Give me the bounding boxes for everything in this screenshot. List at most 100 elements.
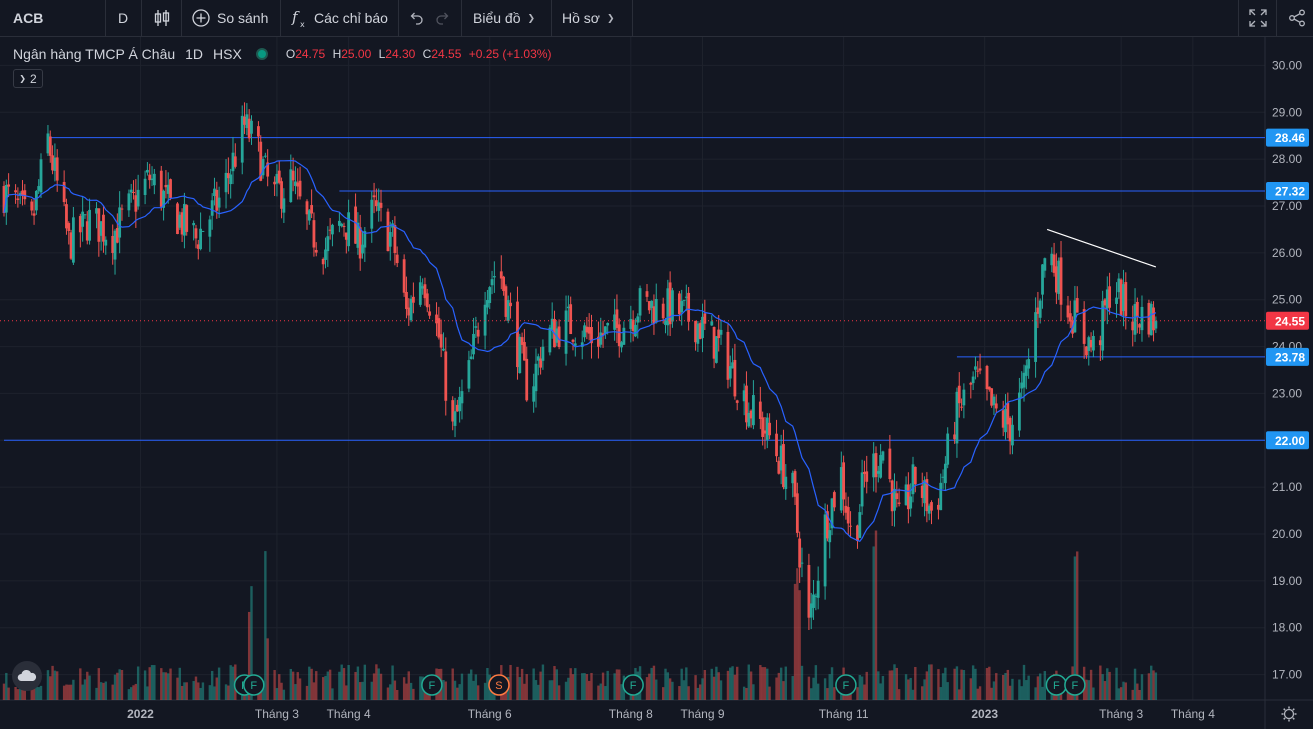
- candle-body: [261, 159, 265, 176]
- candle-body: [573, 343, 577, 346]
- candle-body: [920, 485, 924, 498]
- candle-body: [275, 173, 279, 184]
- candle-body: [444, 351, 448, 401]
- candle-body: [994, 403, 998, 409]
- candle-body: [492, 276, 496, 278]
- candle-body: [745, 385, 748, 423]
- volume-bar: [305, 685, 309, 700]
- symbol-search-button[interactable]: ACB: [13, 0, 43, 36]
- candle-body: [55, 157, 59, 181]
- candle-body: [208, 219, 212, 237]
- volume-bar: [278, 674, 281, 700]
- candle-body: [798, 538, 802, 568]
- volume-bar: [962, 669, 966, 700]
- volume-bar: [810, 688, 813, 700]
- volume-bar: [699, 684, 702, 700]
- chart-style-button[interactable]: [153, 0, 171, 36]
- candle-body: [2, 186, 6, 214]
- profile-menu-label: Hồ sơ: [562, 10, 600, 26]
- svg-text:f: f: [291, 8, 300, 26]
- candle-body: [102, 214, 105, 242]
- volume-bar: [914, 666, 917, 700]
- volume-bar: [890, 670, 894, 700]
- candle-body: [407, 307, 411, 316]
- candle-body: [32, 213, 36, 216]
- volume-bar: [923, 679, 926, 700]
- volume-bar: [197, 682, 200, 700]
- volume-bar: [83, 679, 87, 700]
- candle-body: [1108, 286, 1111, 308]
- candle-body: [374, 200, 378, 207]
- logo-icon[interactable]: [12, 661, 42, 691]
- candle-body: [985, 365, 989, 390]
- toolbar-separator: [398, 0, 399, 36]
- candle-body: [895, 493, 899, 500]
- candle-body: [331, 224, 334, 235]
- volume-bar: [768, 686, 771, 700]
- interval-button[interactable]: D: [118, 0, 128, 36]
- candle-body: [571, 339, 575, 342]
- volume-bar: [5, 672, 8, 700]
- volume-bar: [816, 683, 820, 700]
- candle-body: [897, 502, 901, 504]
- candle-body: [150, 178, 154, 181]
- price-axis-label-bg: [1266, 347, 1309, 366]
- candle-body: [280, 181, 283, 209]
- volume-bar: [701, 678, 704, 700]
- volume-bar: [946, 682, 949, 700]
- toolbar-separator: [141, 0, 142, 36]
- candle-body: [469, 356, 473, 360]
- volume-bar: [474, 674, 478, 700]
- candle-body: [532, 386, 536, 402]
- profile-menu-button[interactable]: Hồ sơ ❯: [562, 0, 615, 36]
- volume-bar: [312, 682, 316, 700]
- candle-body: [687, 292, 691, 322]
- volume-bar: [358, 682, 362, 700]
- candle-body: [615, 309, 619, 328]
- redo-button[interactable]: [435, 0, 451, 36]
- price-axis-label: 22.00: [1275, 434, 1305, 448]
- volume-bar: [379, 673, 383, 700]
- volume-bar: [574, 668, 577, 700]
- compare-button[interactable]: So sánh: [191, 0, 268, 36]
- volume-bar: [1008, 685, 1012, 700]
- undo-button[interactable]: [408, 0, 424, 36]
- volume-bar: [784, 666, 787, 700]
- volume-bar: [261, 681, 265, 700]
- candle-body: [749, 410, 753, 419]
- collapse-indicators-button[interactable]: ❯ 2: [13, 69, 43, 88]
- market-status-icon[interactable]: [255, 48, 268, 60]
- candle-body: [1020, 382, 1024, 389]
- settings-gear-icon[interactable]: [1281, 706, 1297, 722]
- volume-bar: [798, 590, 801, 700]
- fullscreen-button[interactable]: [1249, 0, 1267, 36]
- volume-bar: [682, 680, 686, 700]
- candle-body: [1001, 410, 1005, 428]
- candle-body: [215, 189, 219, 211]
- candle-body: [21, 190, 24, 196]
- open-label: O: [285, 47, 296, 61]
- fullscreen-icon: [1249, 9, 1267, 27]
- volume-bar: [291, 671, 295, 700]
- candle-body: [814, 595, 818, 597]
- candle-body: [159, 170, 163, 207]
- candle-body: [164, 184, 168, 188]
- candle-body: [976, 370, 980, 372]
- chart-menu-button[interactable]: Biểu đồ ❯: [473, 0, 535, 36]
- candle-body: [340, 223, 344, 227]
- volume-bar: [703, 669, 707, 700]
- volume-bar: [102, 682, 105, 700]
- volume-bar: [164, 672, 168, 700]
- volume-bar: [1085, 679, 1088, 700]
- volume-bar: [460, 673, 464, 700]
- candle-body: [775, 433, 778, 457]
- volume-bar: [1006, 669, 1010, 700]
- candle-body: [217, 197, 221, 208]
- price-chart[interactable]: 30.0029.0028.0027.0026.0025.0024.0023.00…: [0, 37, 1313, 729]
- volume-bar: [985, 668, 989, 700]
- candles-icon: [154, 10, 170, 26]
- volume-bar: [95, 687, 98, 700]
- share-button[interactable]: [1288, 0, 1306, 36]
